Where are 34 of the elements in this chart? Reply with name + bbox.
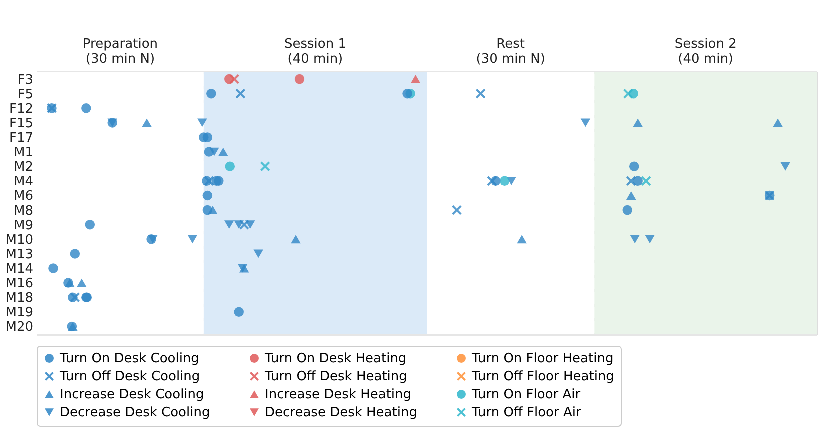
legend-label: Turn Off Floor Air	[471, 406, 582, 420]
band-label: Preparation (30 min N)	[82, 37, 158, 67]
legend-label: Turn On Desk Cooling	[59, 352, 200, 367]
band-label: Session 2 (40 min)	[674, 37, 737, 67]
y-tick-label: M6	[14, 189, 34, 204]
y-tick-label: F5	[18, 87, 34, 102]
legend-label: Turn On Floor Heating	[471, 352, 614, 367]
y-tick-label: M19	[6, 306, 34, 321]
legend-label: Turn On Floor Air	[471, 388, 582, 402]
legend-label: Increase Desk Cooling	[60, 388, 204, 402]
legend-label: Turn Off Floor Heating	[471, 370, 614, 384]
legend-label: Increase Desk Heating	[265, 388, 412, 402]
y-tick-label: F15	[9, 116, 34, 132]
y-tick-label: M18	[6, 291, 34, 306]
legend-label: Turn Off Desk Heating	[264, 370, 408, 384]
y-tick-label: F17	[9, 131, 34, 146]
y-tick-label: M16	[6, 276, 34, 292]
y-tick-label: M1	[14, 146, 34, 161]
y-tick-label: F3	[18, 72, 34, 88]
legend-label: Turn On Desk Heating	[264, 352, 407, 367]
legend-label: Turn Off Desk Cooling	[59, 370, 200, 384]
y-tick-label: M8	[14, 204, 34, 219]
y-tick-label: M4	[14, 174, 34, 190]
y-tick-label: F12	[9, 102, 34, 117]
y-tick-label: M10	[6, 232, 34, 248]
legend-label: Decrease Desk Heating	[265, 406, 418, 420]
band-label: Rest (30 min N)	[476, 37, 546, 67]
y-tick-label: M14	[6, 262, 34, 277]
band-label: Session 1 (40 min)	[284, 37, 346, 67]
legend-label: Decrease Desk Cooling	[60, 406, 210, 420]
y-tick-label: M13	[6, 247, 34, 262]
y-tick-label: M20	[6, 320, 34, 336]
y-tick-label: M9	[14, 218, 34, 234]
y-tick-label: M2	[14, 160, 34, 176]
